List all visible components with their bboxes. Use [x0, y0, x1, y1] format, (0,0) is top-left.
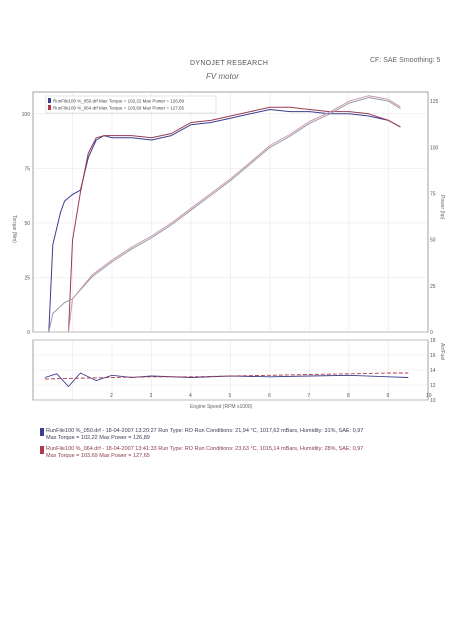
y-tick-right-label: 50 — [430, 238, 436, 244]
chart-title: DYNOJET RESEARCH — [190, 60, 269, 67]
afr-y-tick-label: 12 — [430, 383, 436, 389]
series-line-2 — [68, 106, 401, 333]
series-line-1 — [48, 109, 401, 333]
legend-entry-2: RunFile100 %_064.drf Max Torque = 103,69… — [53, 106, 184, 111]
run2-line1-text: RunFile100 %_064.drf - 18-04-2007 13:41:… — [46, 446, 364, 452]
x-tick-label: 5 — [229, 393, 232, 399]
afr-y-tick-label: 16 — [430, 353, 436, 359]
afr-y-tick-label: 14 — [430, 368, 436, 374]
run2-info-line2: Max Torque = 103,69 Max Power = 127,65 — [46, 453, 150, 459]
legend-box — [45, 95, 217, 114]
run2-info-line1: RunFile100 %_064.drf - 18-04-2007 13:41:… — [40, 446, 363, 454]
y-tick-left-label: 25 — [24, 275, 30, 281]
x-tick-label: 3 — [150, 393, 153, 399]
y-tick-right-label: 0 — [430, 330, 433, 336]
run1-info-line1: RunFile100 %_050.drf - 18-04-2007 13:20:… — [40, 428, 363, 436]
y-tick-left-label: 100 — [22, 112, 31, 118]
run1-swatch — [40, 428, 44, 436]
run1-info-line2: Max Torque = 102,22 Max Power = 126,89 — [46, 435, 150, 441]
afr-series — [44, 372, 409, 388]
x-tick-label: 6 — [268, 393, 271, 399]
run1-line1-text: RunFile100 %_050.drf - 18-04-2007 13:20:… — [46, 428, 364, 434]
afr-axis-label: Air/Fuel — [439, 343, 445, 360]
y-tick-left-label: 50 — [24, 221, 30, 227]
chart-subtitle: FV motor — [206, 72, 239, 81]
afr-y-tick-label: 10 — [430, 398, 436, 404]
legend-swatch-1 — [48, 98, 51, 103]
y-axis-right-label: Power (hp) — [439, 195, 445, 220]
afr-series-line-2 — [44, 372, 409, 380]
main-ticks: 0 25 50 75 100 0 25 50 75 100 125 — [22, 99, 439, 336]
x-tick-label: 2 — [110, 393, 113, 399]
x-tick-label: 9 — [387, 393, 390, 399]
x-axis-label: Engine Speed (RPM x1000) — [190, 404, 253, 410]
x-tick-label: 4 — [189, 393, 192, 399]
series-line-4 — [68, 95, 401, 333]
afr-ticks: 10 12 14 16 18 2 3 4 5 6 7 8 9 10 — [110, 338, 436, 404]
afr-grid — [33, 339, 428, 401]
run2-swatch — [40, 446, 44, 454]
afr-y-tick-label: 18 — [430, 338, 436, 344]
y-tick-right-label: 75 — [430, 192, 436, 198]
x-tick-label: 10 — [426, 393, 432, 399]
y-axis-left-label: Torque (Nm) — [11, 215, 17, 243]
x-tick-label: 8 — [347, 393, 350, 399]
correction-factor-text: CF: SAE Smoothing: 5 — [370, 57, 441, 64]
y-tick-left-label: 75 — [24, 166, 30, 172]
main-grid — [33, 92, 428, 333]
y-tick-right-label: 125 — [430, 99, 439, 105]
main-series — [48, 95, 401, 333]
x-tick-label: 7 — [308, 393, 311, 399]
legend-entry-1: RunFile100 %_050.drf Max Torque = 102,22… — [53, 99, 184, 104]
afr-series-line-1 — [44, 372, 409, 388]
y-tick-right-label: 100 — [430, 145, 439, 151]
y-tick-left-label: 0 — [27, 330, 30, 336]
legend-swatch-2 — [48, 105, 51, 110]
series-line-3 — [48, 97, 401, 333]
y-tick-right-label: 25 — [430, 284, 436, 290]
